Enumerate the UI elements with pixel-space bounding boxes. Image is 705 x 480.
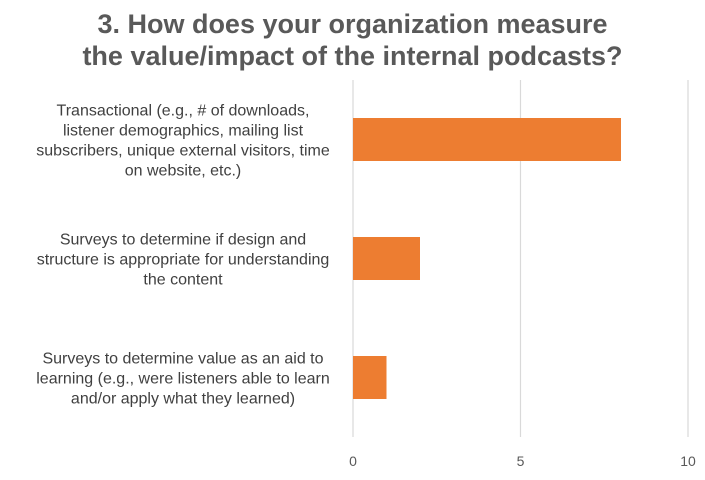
x-tick-label-10: 10 bbox=[680, 453, 696, 469]
category-label-1-line-1: Transactional (e.g., # of downloads, bbox=[57, 103, 310, 120]
category-label-1-line-2: listener demographics, mailing list bbox=[63, 123, 304, 140]
category-label-2-line-3: the content bbox=[143, 272, 223, 289]
category-label-1: Transactional (e.g., # of downloads, list… bbox=[36, 103, 330, 180]
category-label-3-line-3: and/or apply what they learned) bbox=[71, 391, 295, 408]
bar-3 bbox=[353, 356, 387, 399]
chart-title: 3. How does your organization measure th… bbox=[0, 8, 705, 72]
category-label-2: Surveys to determine if design and struct… bbox=[37, 232, 330, 289]
bar-2 bbox=[353, 237, 420, 280]
category-label-2-line-1: Surveys to determine if design and bbox=[60, 232, 306, 249]
chart-title-line-1: 3. How does your organization measure bbox=[97, 9, 608, 39]
x-tick-label-5: 5 bbox=[517, 453, 525, 469]
category-label-2-line-2: structure is appropriate for understandi… bbox=[37, 252, 330, 269]
category-label-3: Surveys to determine value as an aid to l… bbox=[36, 351, 330, 408]
category-label-3-line-1: Surveys to determine value as an aid to bbox=[42, 351, 323, 368]
x-tick-label-0: 0 bbox=[349, 453, 357, 469]
chart-title-line-2: the value/impact of the internal podcast… bbox=[82, 41, 623, 71]
category-label-3-line-2: learning (e.g., were listeners able to l… bbox=[36, 371, 330, 388]
category-label-1-line-3: subscribers, unique external visitors, t… bbox=[36, 143, 330, 160]
category-label-1-line-4: on website, etc.) bbox=[125, 163, 242, 180]
bar-1 bbox=[353, 118, 621, 161]
